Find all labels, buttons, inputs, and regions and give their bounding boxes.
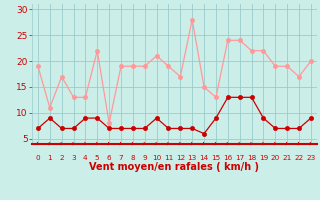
X-axis label: Vent moyen/en rafales ( km/h ): Vent moyen/en rafales ( km/h ): [89, 162, 260, 172]
